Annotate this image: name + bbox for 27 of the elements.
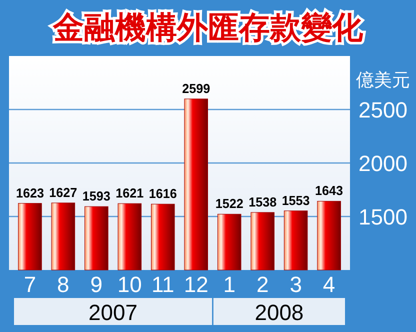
data-label: 1553: [282, 192, 311, 208]
data-label: 1538: [248, 194, 278, 210]
x-tick-label: 7: [24, 272, 36, 297]
data-label: 1623: [16, 185, 45, 200]
text: 2008: [254, 300, 304, 325]
data-label: 1627: [49, 184, 78, 200]
data-label: 1616: [148, 186, 178, 202]
y-tick-label: 2500: [358, 98, 408, 122]
x-tick-label: 12: [184, 272, 208, 297]
x-tick-label: 9: [90, 272, 103, 297]
data-label: 2599: [182, 80, 212, 96]
x-tick-label: 11: [151, 272, 174, 297]
chart-title: 金融機構外匯存款變化: [52, 10, 364, 45]
text: 2007: [88, 300, 138, 325]
y-axis-title: 億美元: [356, 70, 410, 90]
x-tick-label: 4: [322, 272, 336, 297]
data-label: 1522: [215, 196, 244, 212]
y-tick-label: 1500: [358, 204, 408, 230]
x-tick-label: 8: [57, 272, 70, 297]
data-label: 1643: [315, 183, 344, 198]
x-tick-label: 10: [117, 272, 142, 297]
data-label: 1621: [116, 186, 145, 201]
x-tick-label: 2: [256, 272, 269, 297]
data-label: 1593: [82, 188, 112, 204]
y-tick-label: 2000: [358, 151, 408, 176]
x-tick-label: 1: [223, 272, 236, 297]
x-tick-label: 3: [290, 272, 302, 297]
